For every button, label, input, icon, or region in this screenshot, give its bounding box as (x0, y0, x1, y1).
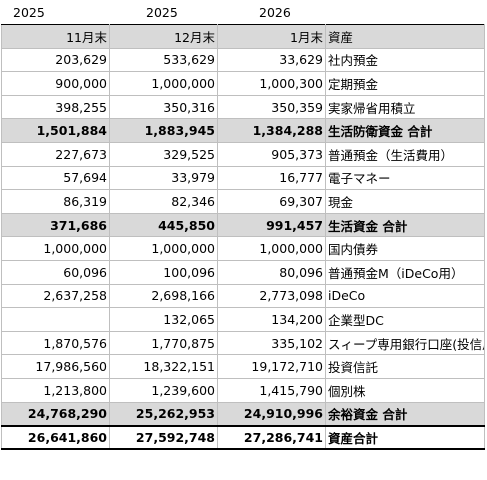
asset-name-cell[interactable]: 資産合計 (325, 424, 485, 451)
value-cell-jan[interactable]: 24,910,996 (217, 401, 326, 427)
value-cell-dec[interactable]: 132,065 (109, 307, 218, 332)
value-cell-nov[interactable]: 203,629 (1, 47, 110, 73)
asset-name-cell[interactable]: 普通預金M（iDeCo用） (325, 259, 485, 285)
asset-name-cell[interactable]: 現金 (325, 189, 485, 214)
value-cell-jan[interactable]: 335,102 (217, 330, 326, 356)
asset-name-cell[interactable]: 投資信託 (325, 354, 485, 379)
year-label: 2025 (13, 5, 45, 20)
value-cell-jan[interactable]: 16,777 (217, 165, 326, 191)
asset-name-cell[interactable]: 定期預金 (325, 71, 485, 96)
value-cell-jan[interactable]: 19,172,710 (217, 354, 326, 379)
value-cell-nov[interactable]: 60,096 (1, 259, 110, 285)
value-cell-jan[interactable]: 2,773,098 (217, 283, 326, 309)
table-row: 57,694 33,979 16,777 電子マネー (1, 165, 485, 191)
value-cell-dec[interactable]: 33,979 (109, 165, 218, 191)
asset-name-cell[interactable]: 企業型DC (325, 307, 485, 332)
header-cell-jan[interactable]: 1月末 (217, 24, 326, 49)
value-cell-nov[interactable]: 900,000 (1, 71, 110, 96)
year-label: 2025 (146, 5, 178, 20)
value-cell-dec[interactable]: 1,239,600 (109, 377, 218, 403)
value-cell-nov[interactable]: 2,637,258 (1, 283, 110, 309)
subtotal-row: 24,768,290 25,262,953 24,910,996 余裕資金 合計 (1, 401, 485, 427)
table-row: 900,000 1,000,000 1,000,300 定期預金 (1, 71, 485, 96)
value-cell-dec[interactable]: 27,592,748 (109, 424, 218, 451)
value-cell-jan[interactable]: 1,000,300 (217, 71, 326, 96)
year-label-row: 2025 2025 2026 (0, 0, 487, 24)
value-cell-nov[interactable]: 1,501,884 (1, 118, 110, 143)
asset-name-cell[interactable]: 国内債券 (325, 236, 485, 261)
value-cell-nov[interactable]: 17,986,560 (1, 354, 110, 379)
value-cell-jan[interactable]: 1,000,000 (217, 236, 326, 261)
value-cell-dec[interactable]: 82,346 (109, 189, 218, 214)
value-cell-jan[interactable]: 1,384,288 (217, 118, 326, 143)
asset-table: 11月末 12月末 1月末 資産 203,629 533,629 33,629 社内預… (1, 24, 485, 451)
value-cell-dec[interactable]: 2,698,166 (109, 283, 218, 309)
value-cell-dec[interactable]: 25,262,953 (109, 401, 218, 427)
asset-name-cell[interactable]: 個別株 (325, 377, 485, 403)
value-cell-jan[interactable]: 134,200 (217, 307, 326, 332)
value-cell-dec[interactable]: 1,000,000 (109, 236, 218, 261)
value-cell-jan[interactable]: 905,373 (217, 141, 326, 167)
table-row: 1,213,800 1,239,600 1,415,790 個別株 (1, 377, 485, 403)
subtotal-row: 1,501,884 1,883,945 1,384,288 生活防衛資金 合計 (1, 118, 485, 143)
asset-name-cell[interactable]: 電子マネー (325, 165, 485, 191)
value-cell-nov[interactable]: 227,673 (1, 141, 110, 167)
value-cell-nov[interactable]: 398,255 (1, 94, 110, 120)
value-cell-dec[interactable]: 1,000,000 (109, 71, 218, 96)
value-cell-jan[interactable]: 80,096 (217, 259, 326, 285)
table-row: 60,096 100,096 80,096 普通預金M（iDeCo用） (1, 259, 485, 285)
header-cell-nov[interactable]: 11月末 (1, 24, 110, 49)
value-cell-dec[interactable]: 329,525 (109, 141, 218, 167)
asset-name-cell[interactable]: 余裕資金 合計 (325, 401, 485, 427)
header-cell-asset[interactable]: 資産 (325, 24, 485, 49)
table-row: 203,629 533,629 33,629 社内預金 (1, 47, 485, 73)
value-cell-jan[interactable]: 991,457 (217, 212, 326, 238)
value-cell-dec[interactable]: 100,096 (109, 259, 218, 285)
value-cell-nov[interactable]: 26,641,860 (1, 424, 110, 451)
value-cell-nov[interactable]: 1,213,800 (1, 377, 110, 403)
table-row: 1,870,576 1,770,875 335,102 スィープ専用銀行口座(投信用) (1, 330, 485, 356)
value-cell-nov[interactable]: 1,870,576 (1, 330, 110, 356)
value-cell-dec[interactable]: 445,850 (109, 212, 218, 238)
value-cell-nov[interactable]: 1,000,000 (1, 236, 110, 261)
asset-name-cell[interactable]: 生活資金 合計 (325, 212, 485, 238)
table-row: 86,319 82,346 69,307 現金 (1, 189, 485, 214)
value-cell-dec[interactable]: 1,770,875 (109, 330, 218, 356)
year-label: 2026 (259, 5, 291, 20)
asset-name-cell[interactable]: 社内預金 (325, 47, 485, 73)
subtotal-row: 371,686 445,850 991,457 生活資金 合計 (1, 212, 485, 238)
value-cell-nov[interactable]: 371,686 (1, 212, 110, 238)
value-cell-jan[interactable]: 33,629 (217, 47, 326, 73)
value-cell-dec[interactable]: 533,629 (109, 47, 218, 73)
value-cell-nov[interactable]: 24,768,290 (1, 401, 110, 427)
value-cell-nov[interactable]: 86,319 (1, 189, 110, 214)
table-row: 2,637,258 2,698,166 2,773,098 iDeCo (1, 283, 485, 309)
grand-total-row: 26,641,860 27,592,748 27,286,741 資産合計 (1, 424, 485, 451)
value-cell-jan[interactable]: 1,415,790 (217, 377, 326, 403)
asset-name-cell[interactable]: スィープ専用銀行口座(投信用) (325, 330, 485, 356)
value-cell-dec[interactable]: 18,322,151 (109, 354, 218, 379)
table-row: 398,255 350,316 350,359 実家帰省用積立 (1, 94, 485, 120)
asset-name-cell[interactable]: 普通預金（生活費用） (325, 141, 485, 167)
value-cell-dec[interactable]: 350,316 (109, 94, 218, 120)
table-row: 132,065 134,200 企業型DC (1, 307, 485, 332)
asset-name-cell[interactable]: 生活防衛資金 合計 (325, 118, 485, 143)
value-cell-jan[interactable]: 350,359 (217, 94, 326, 120)
value-cell-nov[interactable]: 57,694 (1, 165, 110, 191)
value-cell-jan[interactable]: 27,286,741 (217, 424, 326, 451)
header-row: 11月末 12月末 1月末 資産 (1, 24, 485, 49)
value-cell-dec[interactable]: 1,883,945 (109, 118, 218, 143)
table-row: 17,986,560 18,322,151 19,172,710 投資信託 (1, 354, 485, 379)
value-cell-nov[interactable] (1, 307, 110, 332)
header-cell-dec[interactable]: 12月末 (109, 24, 218, 49)
asset-name-cell[interactable]: iDeCo (325, 283, 485, 309)
table-row: 227,673 329,525 905,373 普通預金（生活費用） (1, 141, 485, 167)
table-row: 1,000,000 1,000,000 1,000,000 国内債券 (1, 236, 485, 261)
value-cell-jan[interactable]: 69,307 (217, 189, 326, 214)
asset-name-cell[interactable]: 実家帰省用積立 (325, 94, 485, 120)
